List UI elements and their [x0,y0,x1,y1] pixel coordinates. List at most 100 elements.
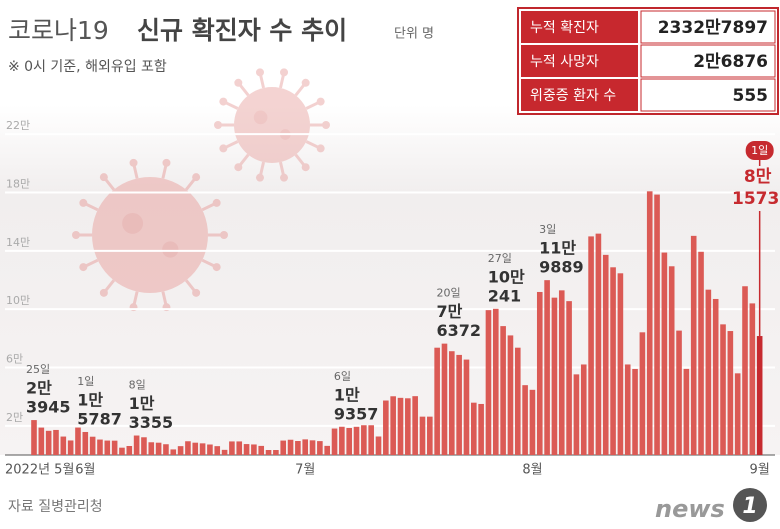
virus-spike [201,202,216,212]
virus-spike-tip [212,198,221,207]
bar [97,439,103,455]
highlight-day-box [745,141,774,160]
virus-spike-tip [234,78,243,87]
bar [617,273,624,455]
virus-spike [238,153,250,167]
bar [463,359,470,455]
virus-spike [238,83,250,97]
bar [324,445,330,455]
virus-spike [224,101,239,110]
bar [661,252,668,455]
bar [690,235,697,455]
bar [698,251,704,455]
summary-label: 누적 확진자 [530,20,599,36]
virus-spike-tip [220,231,228,239]
virus-spike [103,279,116,293]
virus-spike-tip [322,121,330,129]
virus-decoration [72,68,330,312]
bar [646,191,653,455]
x-tick-label: 7월 [295,463,315,478]
y-tick-label: 22만 [6,119,30,132]
bar [148,442,155,455]
value-label: 1만 [77,390,103,409]
virus-spike-tip [72,231,80,239]
summary-label-cell [521,79,638,111]
bar [705,289,712,455]
bar [668,266,675,455]
bar [60,436,67,455]
bar [236,441,243,455]
virus-spike [305,140,320,149]
bar [221,449,228,455]
virus-spike-tip [79,263,88,272]
value-label: 6372 [436,321,481,340]
bar [45,430,52,455]
virus-spot [122,212,144,234]
logo-number: 1 [742,494,757,519]
day-label: 1일 [77,374,94,388]
value-label: 11만 [539,239,576,258]
summary-label-cell [521,45,638,77]
bar [287,439,294,455]
virus-spike-tip [280,173,289,182]
day-label: 1일 [751,143,768,157]
bar [280,440,287,455]
virus-spike [184,279,197,293]
bar [346,428,352,455]
virus-spike [258,161,266,177]
bar [243,444,250,455]
virus-spike [258,73,266,89]
bar [756,336,763,455]
virus-spike [84,202,99,212]
bar [492,308,499,455]
value-label: 2만 [26,379,52,398]
bar [522,385,528,455]
virus-body [92,177,208,293]
day-label: 20일 [436,286,460,300]
bar [89,436,96,455]
bar [456,354,462,455]
virus-spike-tip [234,163,243,172]
virus-spike [224,140,239,149]
value-label: 1573 [732,189,779,209]
virus-spike-tip [162,158,171,167]
day-label: 6일 [334,369,351,383]
y-tick-label: 10만 [6,294,30,307]
summary-value-cell [640,44,776,78]
virus-spot [253,110,268,125]
bar [375,436,382,455]
virus-spike [161,164,168,179]
value-label: 1만 [129,394,155,413]
bar [558,290,565,455]
virus [72,158,228,312]
bar [595,233,602,455]
value-label: 1만 [334,385,360,404]
bar [588,236,594,455]
bar [67,440,74,455]
bar [295,441,301,455]
virus [214,68,330,182]
summary-label: 누적 사망자 [530,54,599,70]
bar [507,335,514,455]
value-label: 9889 [539,258,584,277]
bar [383,400,389,455]
day-label: 3일 [539,222,556,236]
virus-spike [278,161,286,177]
virus-spike [294,83,306,97]
summary-table: 누적 확진자 2332만7897 누적 사망자 2만6876 위중증 환자 수 555 [521,10,776,112]
virus-spike-tip [129,158,138,167]
virus-spike [132,164,139,179]
bar [749,303,756,455]
bar [207,444,213,455]
y-tick-label: 14만 [6,236,30,249]
virus-spike-tip [219,144,228,153]
subtitle: ※ 0시 기준, 해외유입 포함 [8,59,167,75]
bar [317,441,323,455]
bar [104,440,111,455]
virus-body [234,87,310,163]
bar [683,368,690,455]
bar [610,267,616,455]
bar [639,332,646,455]
virus-spike-tip [255,173,264,182]
